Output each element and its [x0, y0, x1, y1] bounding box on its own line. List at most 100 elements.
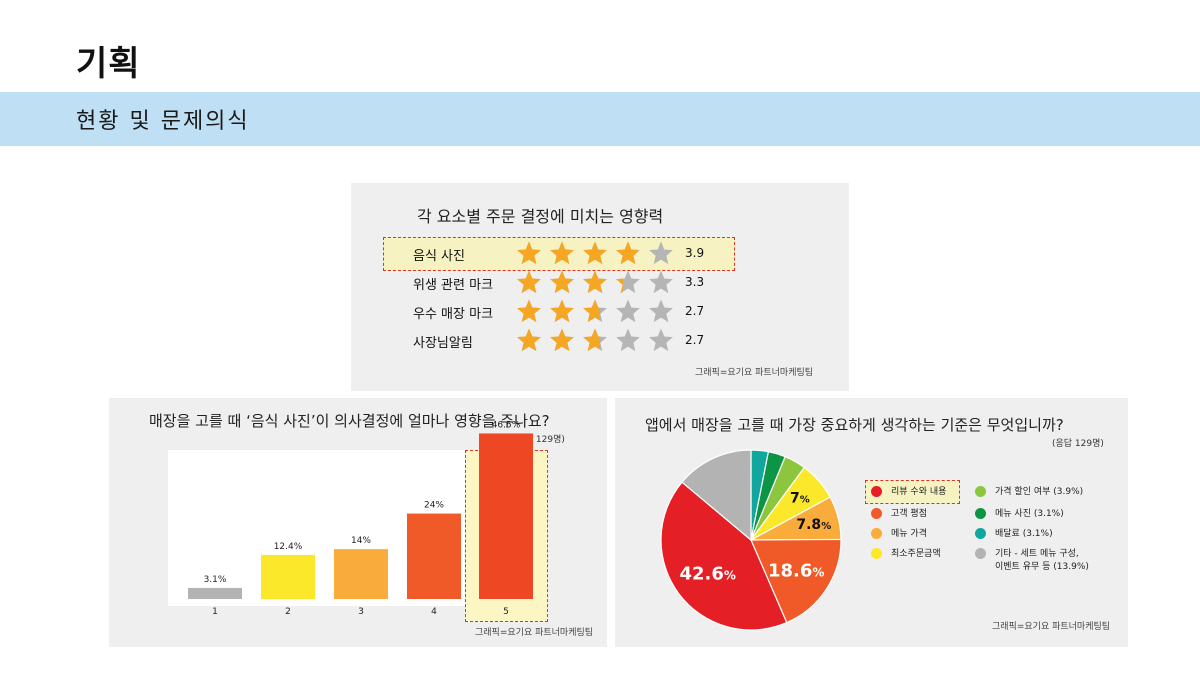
- star-icon: [649, 270, 673, 294]
- legend-item: 고객 평점: [871, 508, 927, 521]
- star-icon: [649, 299, 673, 323]
- star-fill-icon: [583, 299, 600, 323]
- bar-value-label: 14%: [351, 536, 371, 546]
- legend-label: 기타 - 세트 메뉴 구성, 이벤트 유무 등 (13.9%): [995, 549, 1089, 572]
- x-tick-label: 5: [503, 607, 509, 617]
- legend-swatch: [871, 528, 882, 539]
- star-icon: [649, 241, 673, 265]
- star-fill-icon: [583, 328, 600, 352]
- star-rating: [517, 241, 673, 265]
- bar-chart-panel: 매장을 고를 때 ‘음식 사진’이 의사결정에 얼마나 영향을 주나요? (응답…: [109, 398, 607, 647]
- star-fill-icon: [517, 241, 541, 265]
- bar-chart-title: 매장을 고를 때 ‘음식 사진’이 의사결정에 얼마나 영향을 주나요?: [149, 412, 550, 430]
- star-rating: [517, 328, 673, 352]
- legend-swatch: [975, 486, 986, 497]
- legend-swatch: [975, 508, 986, 519]
- pie-slice-unit: %: [800, 495, 810, 506]
- legend-item: 메뉴 사진 (3.1%): [975, 508, 1064, 521]
- pie-chart-panel: 앱에서 매장을 고를 때 가장 중요하게 생각하는 기준은 무엇입니까? (응답…: [615, 398, 1128, 647]
- pie-chart-title: 앱에서 매장을 고를 때 가장 중요하게 생각하는 기준은 무엇입니까?: [645, 416, 1064, 434]
- bar: [479, 433, 533, 599]
- ratings-credit: 그래픽=요기요 파트너마케팅팀: [695, 368, 814, 378]
- pie-slice-label: 18.6%: [768, 561, 824, 582]
- slide-title: 기획: [76, 44, 141, 84]
- ratings-title: 각 요소별 주문 결정에 미치는 영향력: [417, 207, 664, 226]
- rating-label: 위생 관련 마크: [413, 278, 494, 293]
- star-fill-icon: [616, 270, 623, 294]
- x-tick-label: 1: [212, 607, 218, 617]
- bar: [261, 554, 315, 599]
- star-icon: [616, 328, 640, 352]
- bar-value-label: 46.5%: [492, 420, 521, 430]
- star-icon: [616, 299, 640, 323]
- rating-label: 음식 사진: [413, 249, 465, 264]
- star-fill-icon: [583, 270, 607, 294]
- legend-item: 가격 할인 여부 (3.9%): [975, 486, 1083, 499]
- rating-label: 사장님알림: [413, 336, 473, 351]
- star-fill-icon: [517, 328, 541, 352]
- star-rating: [517, 299, 673, 323]
- legend-label: 최소주문금액: [891, 549, 941, 559]
- pie-slice-unit: %: [812, 566, 824, 580]
- bar-value-label: 12.4%: [274, 542, 303, 552]
- slide-subtitle: 현황 및 문제의식: [76, 109, 250, 134]
- star-fill-icon: [550, 328, 574, 352]
- pie-slice-value: 18.6: [768, 561, 812, 582]
- legend-swatch: [975, 548, 986, 559]
- rating-value: 2.7: [685, 333, 705, 347]
- star-icon: [649, 328, 673, 352]
- pie-chart-credit: 그래픽=요기요 파트너마케팅팀: [992, 622, 1111, 632]
- star-fill-icon: [550, 299, 574, 323]
- pie-slice-value: 7.8: [796, 517, 821, 533]
- star-fill-icon: [616, 241, 638, 265]
- bar-chart-response-note: (응답 129명): [513, 435, 565, 445]
- legend-label: 배달료 (3.1%): [995, 529, 1053, 539]
- legend-swatch: [975, 528, 986, 539]
- star-fill-icon: [583, 241, 607, 265]
- legend-label: 리뷰 수와 내용: [891, 487, 947, 497]
- bar-value-label: 24%: [424, 501, 444, 511]
- pie-slice-value: 7: [790, 491, 800, 507]
- x-tick-label: 3: [358, 607, 364, 617]
- legend-label: 가격 할인 여부 (3.9%): [995, 487, 1084, 497]
- rating-value: 2.7: [685, 304, 705, 318]
- rating-label: 우수 매장 마크: [413, 307, 494, 322]
- pie-slice-value: 42.6: [679, 563, 723, 584]
- legend-item: 기타 - 세트 메뉴 구성, 이벤트 유무 등 (13.9%): [975, 548, 1089, 574]
- x-tick-label: 2: [285, 607, 291, 617]
- x-tick-label: 4: [431, 607, 437, 617]
- bar: [407, 513, 461, 599]
- pie-chart-response-note: (응답 129명): [1052, 439, 1104, 449]
- pie-slice-label: 42.6%: [679, 563, 735, 584]
- legend-item: 최소주문금액: [871, 548, 941, 561]
- pie-slice-unit: %: [724, 568, 736, 582]
- ratings-panel: 각 요소별 주문 결정에 미치는 영향력 음식 사진 3.9 위생 관련 마크 3.3…: [351, 183, 849, 391]
- star-fill-icon: [550, 270, 574, 294]
- legend-swatch: [871, 486, 882, 497]
- legend-highlight-box: [865, 480, 960, 504]
- legend-label: 메뉴 사진 (3.1%): [995, 509, 1064, 519]
- legend-item: 리뷰 수와 내용: [871, 486, 946, 499]
- legend-swatch: [871, 548, 882, 559]
- bar: [334, 549, 388, 599]
- bar-chart-credit: 그래픽=요기요 파트너마케팅팀: [475, 628, 594, 638]
- pie-slice: [681, 449, 752, 542]
- bar-chart-svg: 3.1% 1 12.4% 2 14% 3 24% 4 46.5% 5: [188, 420, 533, 617]
- pie-chart-svg: 7%7.8%18.6%42.6%: [660, 449, 842, 631]
- rating-value: 3.3: [685, 275, 705, 289]
- legend-item: 메뉴 가격: [871, 528, 927, 541]
- pie-slice: [660, 481, 788, 631]
- legend-swatch: [871, 508, 882, 519]
- star-fill-icon: [517, 270, 541, 294]
- star-fill-icon: [517, 299, 541, 323]
- bar: [188, 587, 242, 599]
- pie-slice-unit: %: [821, 521, 831, 532]
- star-fill-icon: [550, 241, 574, 265]
- pie-slice-label: 7.8%: [796, 517, 831, 533]
- pie-slice-label: 7%: [790, 491, 810, 507]
- legend-label: 고객 평점: [891, 509, 927, 519]
- bar-value-label: 3.1%: [204, 575, 227, 585]
- rating-value: 3.9: [685, 246, 705, 260]
- star-rating: [517, 270, 673, 294]
- pie-slice: [750, 538, 842, 624]
